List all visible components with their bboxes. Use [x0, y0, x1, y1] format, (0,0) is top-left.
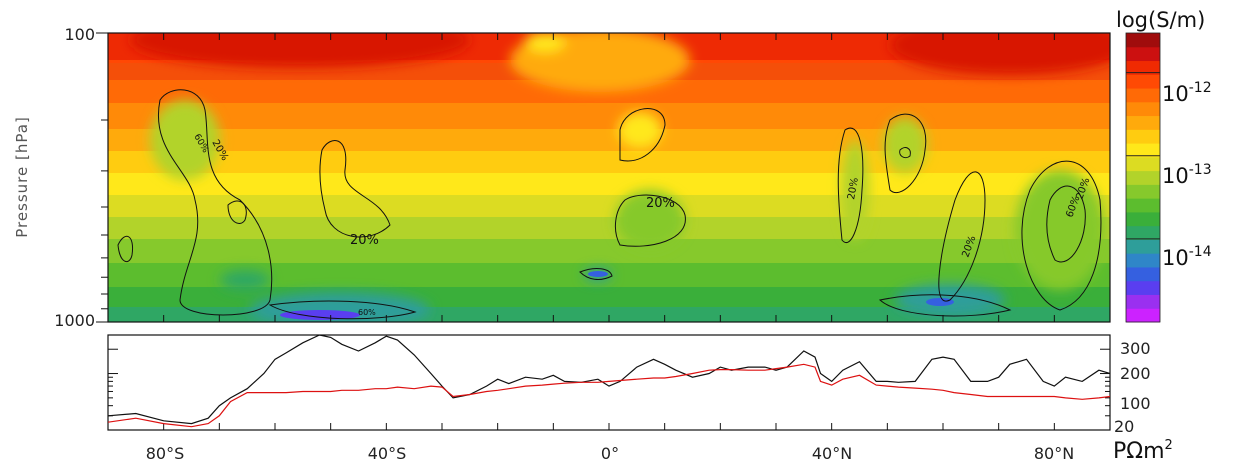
right-y-unit-label: PΩm2 [1113, 438, 1173, 464]
contour-label: 20% [846, 177, 861, 201]
colorbar-tick-label: 10-12 [1162, 80, 1212, 106]
y-tick-label: 100 [64, 25, 95, 44]
x-tick-label: 80°S [146, 444, 185, 463]
line-panel: 20 100 200 300 80°S 40°S 0° 40°N 80°N PΩ… [107, 334, 1173, 464]
contour-lines [117, 89, 1102, 320]
colorbar-swatch [1126, 308, 1160, 323]
colorbar-swatch [1126, 74, 1160, 89]
right-y-tick-label: 20 [1114, 417, 1134, 436]
colorbar-swatch [1126, 143, 1160, 158]
colorbar-swatch [1126, 129, 1160, 144]
colorbar-swatch [1126, 211, 1160, 227]
heatmap-panel: 60% 20% 20% 20% 60% 20% 20% 60% 20% 100 … [13, 25, 1111, 330]
colorbar: log(S/m) 10-12 10-13 10-14 [1116, 8, 1212, 323]
colorbar-frame [1125, 32, 1161, 323]
colorbar-swatch [1126, 88, 1160, 103]
colorbar-swatch [1126, 294, 1160, 309]
colorbar-swatch [1126, 239, 1160, 254]
contour-label: 20% [646, 196, 675, 211]
colorbar-swatch [1126, 198, 1160, 213]
colorbar-swatch [1126, 253, 1160, 268]
x-tick-label: 40°N [812, 444, 852, 463]
colorbar-swatch [1126, 156, 1160, 172]
colorbar-swatch [1126, 46, 1160, 62]
colorbar-swatch [1126, 266, 1160, 282]
x-tick-label: 0° [601, 444, 619, 463]
y-axis-label: Pressure [hPa] [13, 116, 31, 238]
heatmap-field: 60% 20% 20% 20% 60% 20% 20% 60% 20% [108, 33, 1110, 322]
heatmap-ticks [96, 32, 1111, 323]
series-line-black [108, 335, 1110, 425]
colorbar-swatch [1126, 184, 1160, 199]
right-y-tick-label: 300 [1120, 339, 1151, 358]
y-tick-label: 1000 [54, 311, 95, 330]
line-frame [107, 334, 1111, 431]
contour-label: 60% [358, 308, 376, 317]
series-line-red [108, 363, 1110, 428]
x-tick-label: 40°S [368, 444, 407, 463]
colorbar-tick-label: 10-13 [1162, 162, 1212, 188]
colorbar-swatch [1126, 170, 1160, 185]
right-y-tick-label: 100 [1120, 394, 1151, 413]
colorbar-swatch [1126, 60, 1160, 75]
colorbar-swatches [1126, 33, 1160, 323]
right-y-tick-label: 200 [1120, 364, 1151, 383]
colorbar-ticks [1126, 72, 1160, 240]
x-tick-label: 80°N [1034, 444, 1074, 463]
colorbar-tick-label: 10-14 [1162, 244, 1212, 270]
colorbar-swatch [1126, 115, 1160, 130]
colorbar-swatch [1126, 101, 1160, 117]
colorbar-title: log(S/m) [1116, 8, 1205, 32]
colorbar-swatch [1126, 33, 1160, 48]
contour-label: 20% [350, 233, 379, 248]
colorbar-swatch [1126, 225, 1160, 240]
colorbar-swatch [1126, 280, 1160, 295]
line-ticks [107, 334, 1111, 431]
